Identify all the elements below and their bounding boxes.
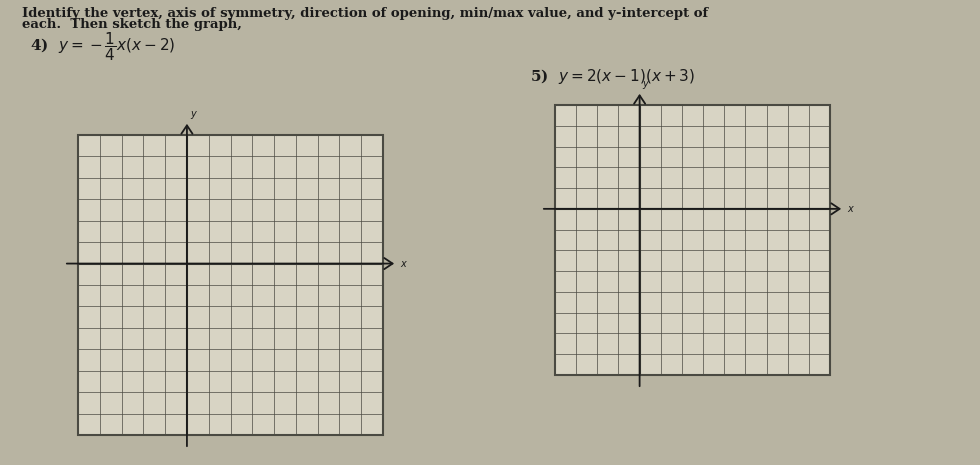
Text: y: y xyxy=(190,109,196,119)
Text: 4)  $y = -\dfrac{1}{4}x(x-2)$: 4) $y = -\dfrac{1}{4}x(x-2)$ xyxy=(30,30,175,63)
Text: x: x xyxy=(847,204,853,214)
Bar xyxy=(555,105,830,375)
Text: x: x xyxy=(400,259,406,269)
Bar xyxy=(78,135,383,435)
Text: Identify the vertex, axis of symmetry, direction of opening, min/max value, and : Identify the vertex, axis of symmetry, d… xyxy=(22,7,709,20)
Text: y: y xyxy=(643,79,649,89)
Bar xyxy=(78,135,383,435)
Text: each.  Then sketch the graph,: each. Then sketch the graph, xyxy=(22,18,242,31)
Text: 5)  $y = 2(x-1)(x+3)$: 5) $y = 2(x-1)(x+3)$ xyxy=(530,67,695,86)
Bar xyxy=(555,105,830,375)
